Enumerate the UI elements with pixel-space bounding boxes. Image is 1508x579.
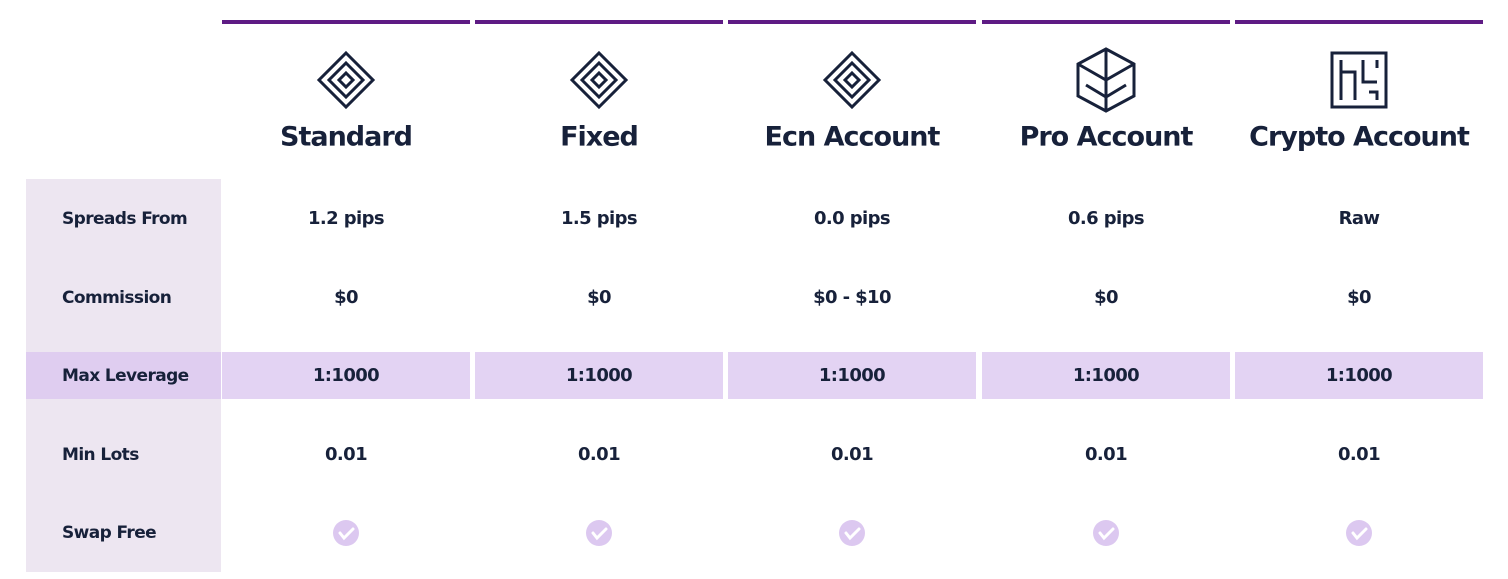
cell-value: 0.0 pips bbox=[814, 208, 890, 229]
cell-value: Raw bbox=[1339, 208, 1380, 229]
plan-name: Pro Account bbox=[1020, 122, 1194, 153]
check-mark bbox=[338, 527, 355, 541]
row-highlight bbox=[26, 352, 221, 399]
check-circle bbox=[333, 520, 359, 546]
check-icon bbox=[586, 520, 612, 546]
check-icon bbox=[1093, 520, 1119, 546]
cell-value: 0.01 bbox=[578, 444, 620, 465]
row-label: Commission bbox=[62, 288, 171, 308]
check-icon bbox=[839, 520, 865, 546]
plan-name: Standard bbox=[280, 122, 412, 153]
cell-value: 1:1000 bbox=[1326, 365, 1392, 386]
check-icon bbox=[1346, 520, 1372, 546]
row-label: Max Leverage bbox=[62, 366, 189, 386]
cell-value: 1:1000 bbox=[313, 365, 379, 386]
plan-icon bbox=[569, 50, 629, 110]
top-border bbox=[1235, 20, 1483, 24]
cell-value: 1.2 pips bbox=[308, 208, 384, 229]
cell-value: $0 bbox=[587, 287, 611, 308]
icon-shape bbox=[822, 50, 882, 110]
row-label: Swap Free bbox=[62, 523, 156, 543]
check-circle bbox=[839, 520, 865, 546]
row-highlight bbox=[982, 352, 1230, 399]
icon-shape bbox=[569, 50, 629, 110]
cell-value: $0 - $10 bbox=[813, 287, 891, 308]
cell-value: $0 bbox=[1094, 287, 1118, 308]
cell-value: 0.01 bbox=[1085, 444, 1127, 465]
icon-shape bbox=[1339, 60, 1379, 100]
row-label: Min Lots bbox=[62, 445, 139, 465]
row-highlight bbox=[728, 352, 976, 399]
icon-shape bbox=[316, 50, 376, 110]
cell-value: 1.5 pips bbox=[561, 208, 637, 229]
plan-name: Ecn Account bbox=[765, 122, 941, 153]
plan-icon bbox=[1076, 47, 1136, 113]
plan-name: Crypto Account bbox=[1249, 122, 1470, 153]
check-circle bbox=[1093, 520, 1119, 546]
check-circle bbox=[586, 520, 612, 546]
cell-value: 1:1000 bbox=[566, 365, 632, 386]
top-border bbox=[475, 20, 723, 24]
plan-name: Fixed bbox=[560, 122, 638, 153]
cell-value: $0 bbox=[334, 287, 358, 308]
cell-value: 1:1000 bbox=[1073, 365, 1139, 386]
check-circle bbox=[1346, 520, 1372, 546]
check-mark bbox=[844, 527, 861, 541]
check-mark bbox=[1351, 527, 1368, 541]
top-border bbox=[982, 20, 1230, 24]
top-border bbox=[222, 20, 470, 24]
plan-icon bbox=[1330, 51, 1388, 109]
row-label: Spreads From bbox=[62, 209, 187, 229]
plan-icon bbox=[822, 50, 882, 110]
icon-shape bbox=[1330, 51, 1388, 109]
cell-value: 1:1000 bbox=[819, 365, 885, 386]
plan-icon bbox=[316, 50, 376, 110]
icon-shape bbox=[1076, 47, 1136, 113]
row-highlight bbox=[1235, 352, 1483, 399]
cell-value: 0.01 bbox=[1338, 444, 1380, 465]
row-highlight bbox=[222, 352, 470, 399]
row-highlight bbox=[475, 352, 723, 399]
cell-value: 0.01 bbox=[325, 444, 367, 465]
top-border bbox=[728, 20, 976, 24]
cell-value: 0.6 pips bbox=[1068, 208, 1144, 229]
cell-value: 0.01 bbox=[831, 444, 873, 465]
check-mark bbox=[591, 527, 608, 541]
check-icon bbox=[333, 520, 359, 546]
cell-value: $0 bbox=[1347, 287, 1371, 308]
check-mark bbox=[1098, 527, 1115, 541]
